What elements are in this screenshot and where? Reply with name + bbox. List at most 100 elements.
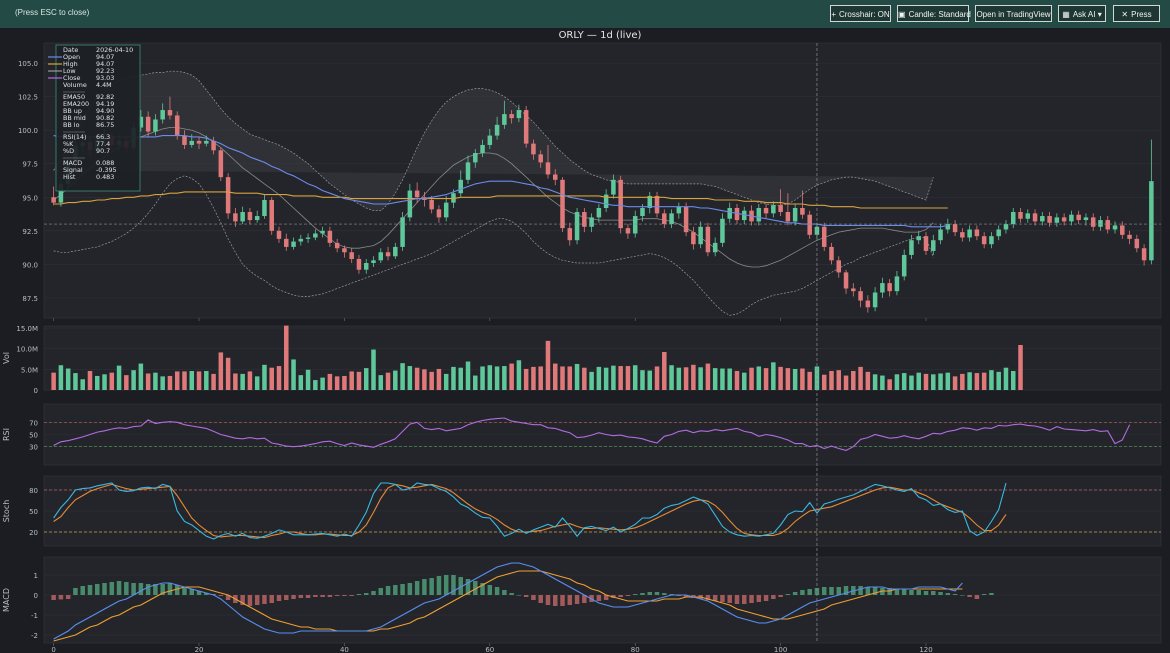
- macd-line: [53, 562, 963, 640]
- volume-bar: [196, 371, 202, 390]
- volume-bar: [603, 367, 609, 390]
- macd-hist-bar: [480, 583, 485, 595]
- tooltip-key: BB up: [63, 107, 82, 115]
- volume-bar: [800, 368, 805, 390]
- volume-bar: [189, 371, 195, 390]
- macd-hist-bar: [647, 592, 653, 595]
- candle-up: [698, 226, 703, 245]
- open-tradingview-button[interactable]: Open in TradingView: [975, 5, 1052, 22]
- volume-bar: [342, 375, 347, 390]
- close-button[interactable]: ✕ Press: [1113, 5, 1160, 22]
- tooltip-value: 94.90: [96, 107, 114, 115]
- volume-bar: [509, 363, 514, 390]
- candle-down: [51, 197, 56, 203]
- volume-bar: [502, 366, 507, 390]
- macd-hist-bar: [552, 595, 558, 606]
- macd-hist-bar: [509, 593, 514, 595]
- ask-ai-button[interactable]: ▦ Ask AI ▾: [1058, 5, 1106, 22]
- volume-bar: [676, 367, 682, 390]
- candle-down: [662, 213, 667, 225]
- macd-hist-bar: [574, 595, 580, 604]
- candle-down: [218, 150, 224, 178]
- candle-down: [1061, 217, 1067, 222]
- y-tick-label: 0: [34, 592, 38, 600]
- volume-bar: [451, 366, 456, 390]
- chart-canvas[interactable]: ORLY — 1d (live) 87.590.092.595.097.5100…: [0, 28, 1170, 653]
- macd-hist-bar: [625, 595, 631, 596]
- volume-bar: [734, 371, 740, 390]
- macd-hist-bar: [94, 584, 100, 595]
- volume-bar: [647, 370, 653, 390]
- candle-up: [1025, 213, 1031, 219]
- candle-up: [938, 229, 943, 241]
- volume-bar: [989, 370, 994, 390]
- candle-down: [923, 236, 929, 251]
- candle-down: [858, 291, 863, 301]
- candle-up: [298, 238, 304, 242]
- tooltip-value: 4.4M: [96, 81, 112, 89]
- volume-bar: [284, 325, 289, 390]
- candle-up: [58, 183, 64, 203]
- volume-bar: [211, 373, 216, 390]
- tooltip-value: 94.07: [96, 53, 114, 61]
- candle-style-label: Candle: Standard: [908, 10, 971, 19]
- tooltip-key: EMA200: [63, 100, 89, 108]
- volume-bar: [254, 376, 260, 390]
- y-tick-label: 0: [34, 387, 38, 395]
- volume-bar: [436, 368, 442, 390]
- candle-up: [574, 212, 580, 241]
- candle-icon: ▣: [898, 10, 906, 19]
- candle-up: [669, 213, 674, 225]
- crosshair-tooltip: [55, 44, 141, 192]
- candle-up: [494, 124, 500, 136]
- macd-hist-bar: [443, 575, 449, 595]
- candle-up: [1069, 214, 1074, 222]
- macd-hist-bar: [778, 595, 783, 597]
- macd-hist-bar: [356, 594, 362, 595]
- macd-hist-bar: [174, 585, 180, 595]
- candle-down: [560, 179, 565, 229]
- volume-bar: [821, 374, 827, 390]
- volume-bar: [80, 379, 85, 390]
- candle-down: [807, 214, 812, 235]
- macd-hist-bar: [262, 595, 267, 604]
- macd-hist-bar: [771, 595, 776, 599]
- close-hint: (Press ESC to close): [15, 8, 90, 17]
- candle-down: [225, 177, 231, 214]
- volume-bar: [65, 368, 71, 390]
- macd-hist-bar: [618, 595, 623, 597]
- candle-up: [240, 212, 245, 222]
- macd-hist-bar: [712, 595, 718, 601]
- macd-hist-bar: [65, 595, 71, 599]
- candle-up: [712, 242, 718, 253]
- volume-bar: [276, 366, 282, 390]
- candle-down: [276, 230, 282, 239]
- macd-hist-bar: [131, 583, 136, 595]
- volume-bar: [836, 370, 842, 390]
- panel-price: [43, 42, 1162, 319]
- macd-hist-bar: [938, 592, 943, 595]
- macd-hist-bar: [102, 583, 107, 595]
- macd-hist-bar: [153, 584, 158, 595]
- candle-up: [160, 110, 165, 120]
- macd-hist-bar: [967, 595, 972, 597]
- macd-hist-bar: [167, 583, 173, 595]
- crosshair-toggle-button[interactable]: + Crosshair: ON: [830, 5, 891, 22]
- y-tick-label: 100.0: [18, 127, 38, 135]
- volume-bar: [218, 352, 224, 390]
- candle-style-button[interactable]: ▣ Candle: Standard: [897, 5, 971, 22]
- candle-up: [291, 241, 296, 247]
- volume-bar: [763, 368, 769, 390]
- macd-hist-bar: [269, 595, 274, 603]
- candle-up: [189, 140, 195, 145]
- macd-hist-bar: [931, 591, 936, 595]
- macd-hist-bar: [742, 595, 747, 604]
- volume-bar: [523, 368, 529, 390]
- rsi-line: [53, 417, 1131, 451]
- volume-bar: [574, 363, 580, 390]
- macd-hist-bar: [473, 581, 478, 595]
- macd-hist-bar: [785, 594, 791, 595]
- candle-up: [742, 210, 747, 221]
- candle-up: [305, 237, 311, 239]
- candle-down: [1047, 216, 1052, 223]
